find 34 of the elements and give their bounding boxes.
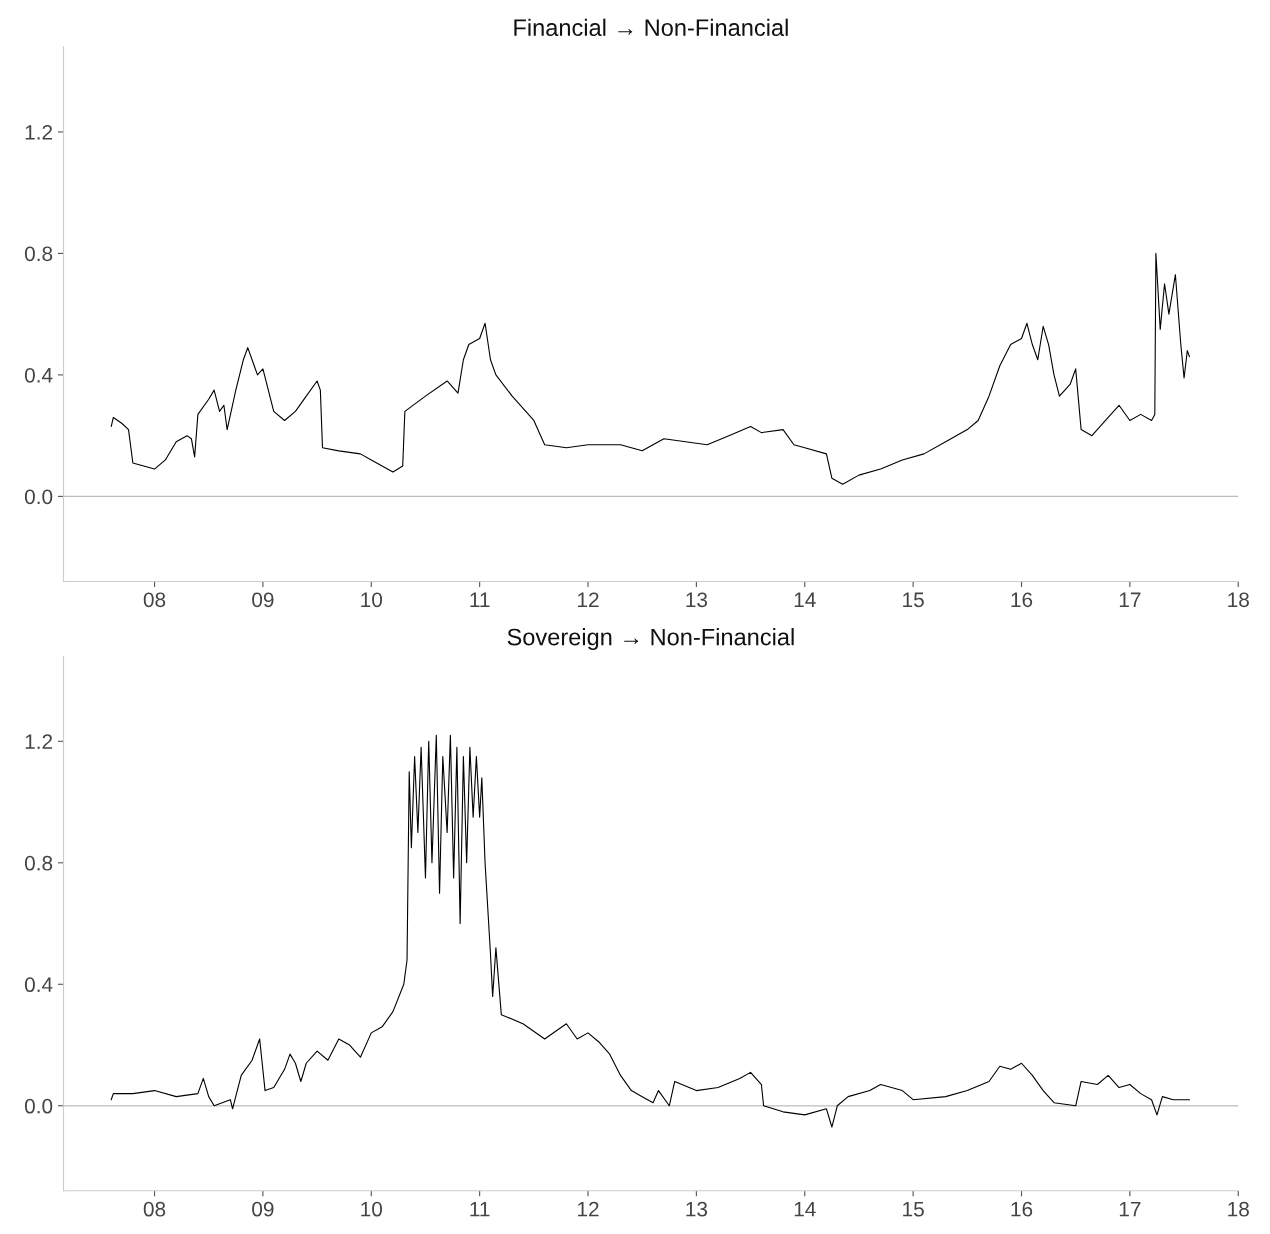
x-tick-label: 17 — [1119, 1201, 1141, 1217]
x-tick-label: 16 — [1011, 1201, 1033, 1217]
x-tick-label: 08 — [143, 1201, 166, 1217]
line-series — [110, 734, 1191, 1128]
x-tick-label: 09 — [252, 592, 274, 608]
x-tick-label: 16 — [1011, 592, 1033, 608]
y-tick-label: 1.2 — [25, 124, 53, 140]
x-tick-label: 12 — [578, 592, 599, 607]
x-tick-label: 12 — [578, 1201, 599, 1217]
y-tick-label: 1.2 — [25, 734, 53, 749]
x-tick-label: 11 — [470, 592, 490, 607]
y-tick-label: 0.4 — [24, 977, 53, 993]
x-tick-label: 18 — [1228, 1201, 1249, 1217]
y-tick-label: 0.0 — [24, 489, 53, 505]
x-tick-label: 14 — [794, 1201, 816, 1217]
x-tick-label: 18 — [1228, 592, 1249, 608]
x-tick-label: 10 — [361, 592, 383, 608]
y-tick-label: 0.4 — [24, 367, 53, 383]
x-tick-label: 15 — [903, 592, 924, 608]
y-tick-label: 0.0 — [24, 1098, 53, 1114]
y-tick-label: 0.8 — [24, 246, 53, 262]
x-tick-label: 15 — [903, 1201, 924, 1217]
x-tick-label: 08 — [143, 592, 166, 608]
x-tick-label: 13 — [686, 1201, 708, 1217]
y-tick-label: 0.8 — [24, 855, 53, 871]
x-tick-label: 09 — [252, 1201, 274, 1217]
x-tick-label: 11 — [470, 1201, 490, 1217]
line-series — [110, 252, 1191, 485]
x-tick-label: 10 — [361, 1201, 383, 1217]
chart-title: Sovereign → Non-Financial — [507, 628, 794, 651]
chart-title: Financial → Non-Financial — [514, 18, 788, 37]
x-tick-label: 17 — [1119, 592, 1141, 607]
x-tick-label: 13 — [686, 592, 708, 608]
x-tick-label: 14 — [794, 592, 816, 607]
